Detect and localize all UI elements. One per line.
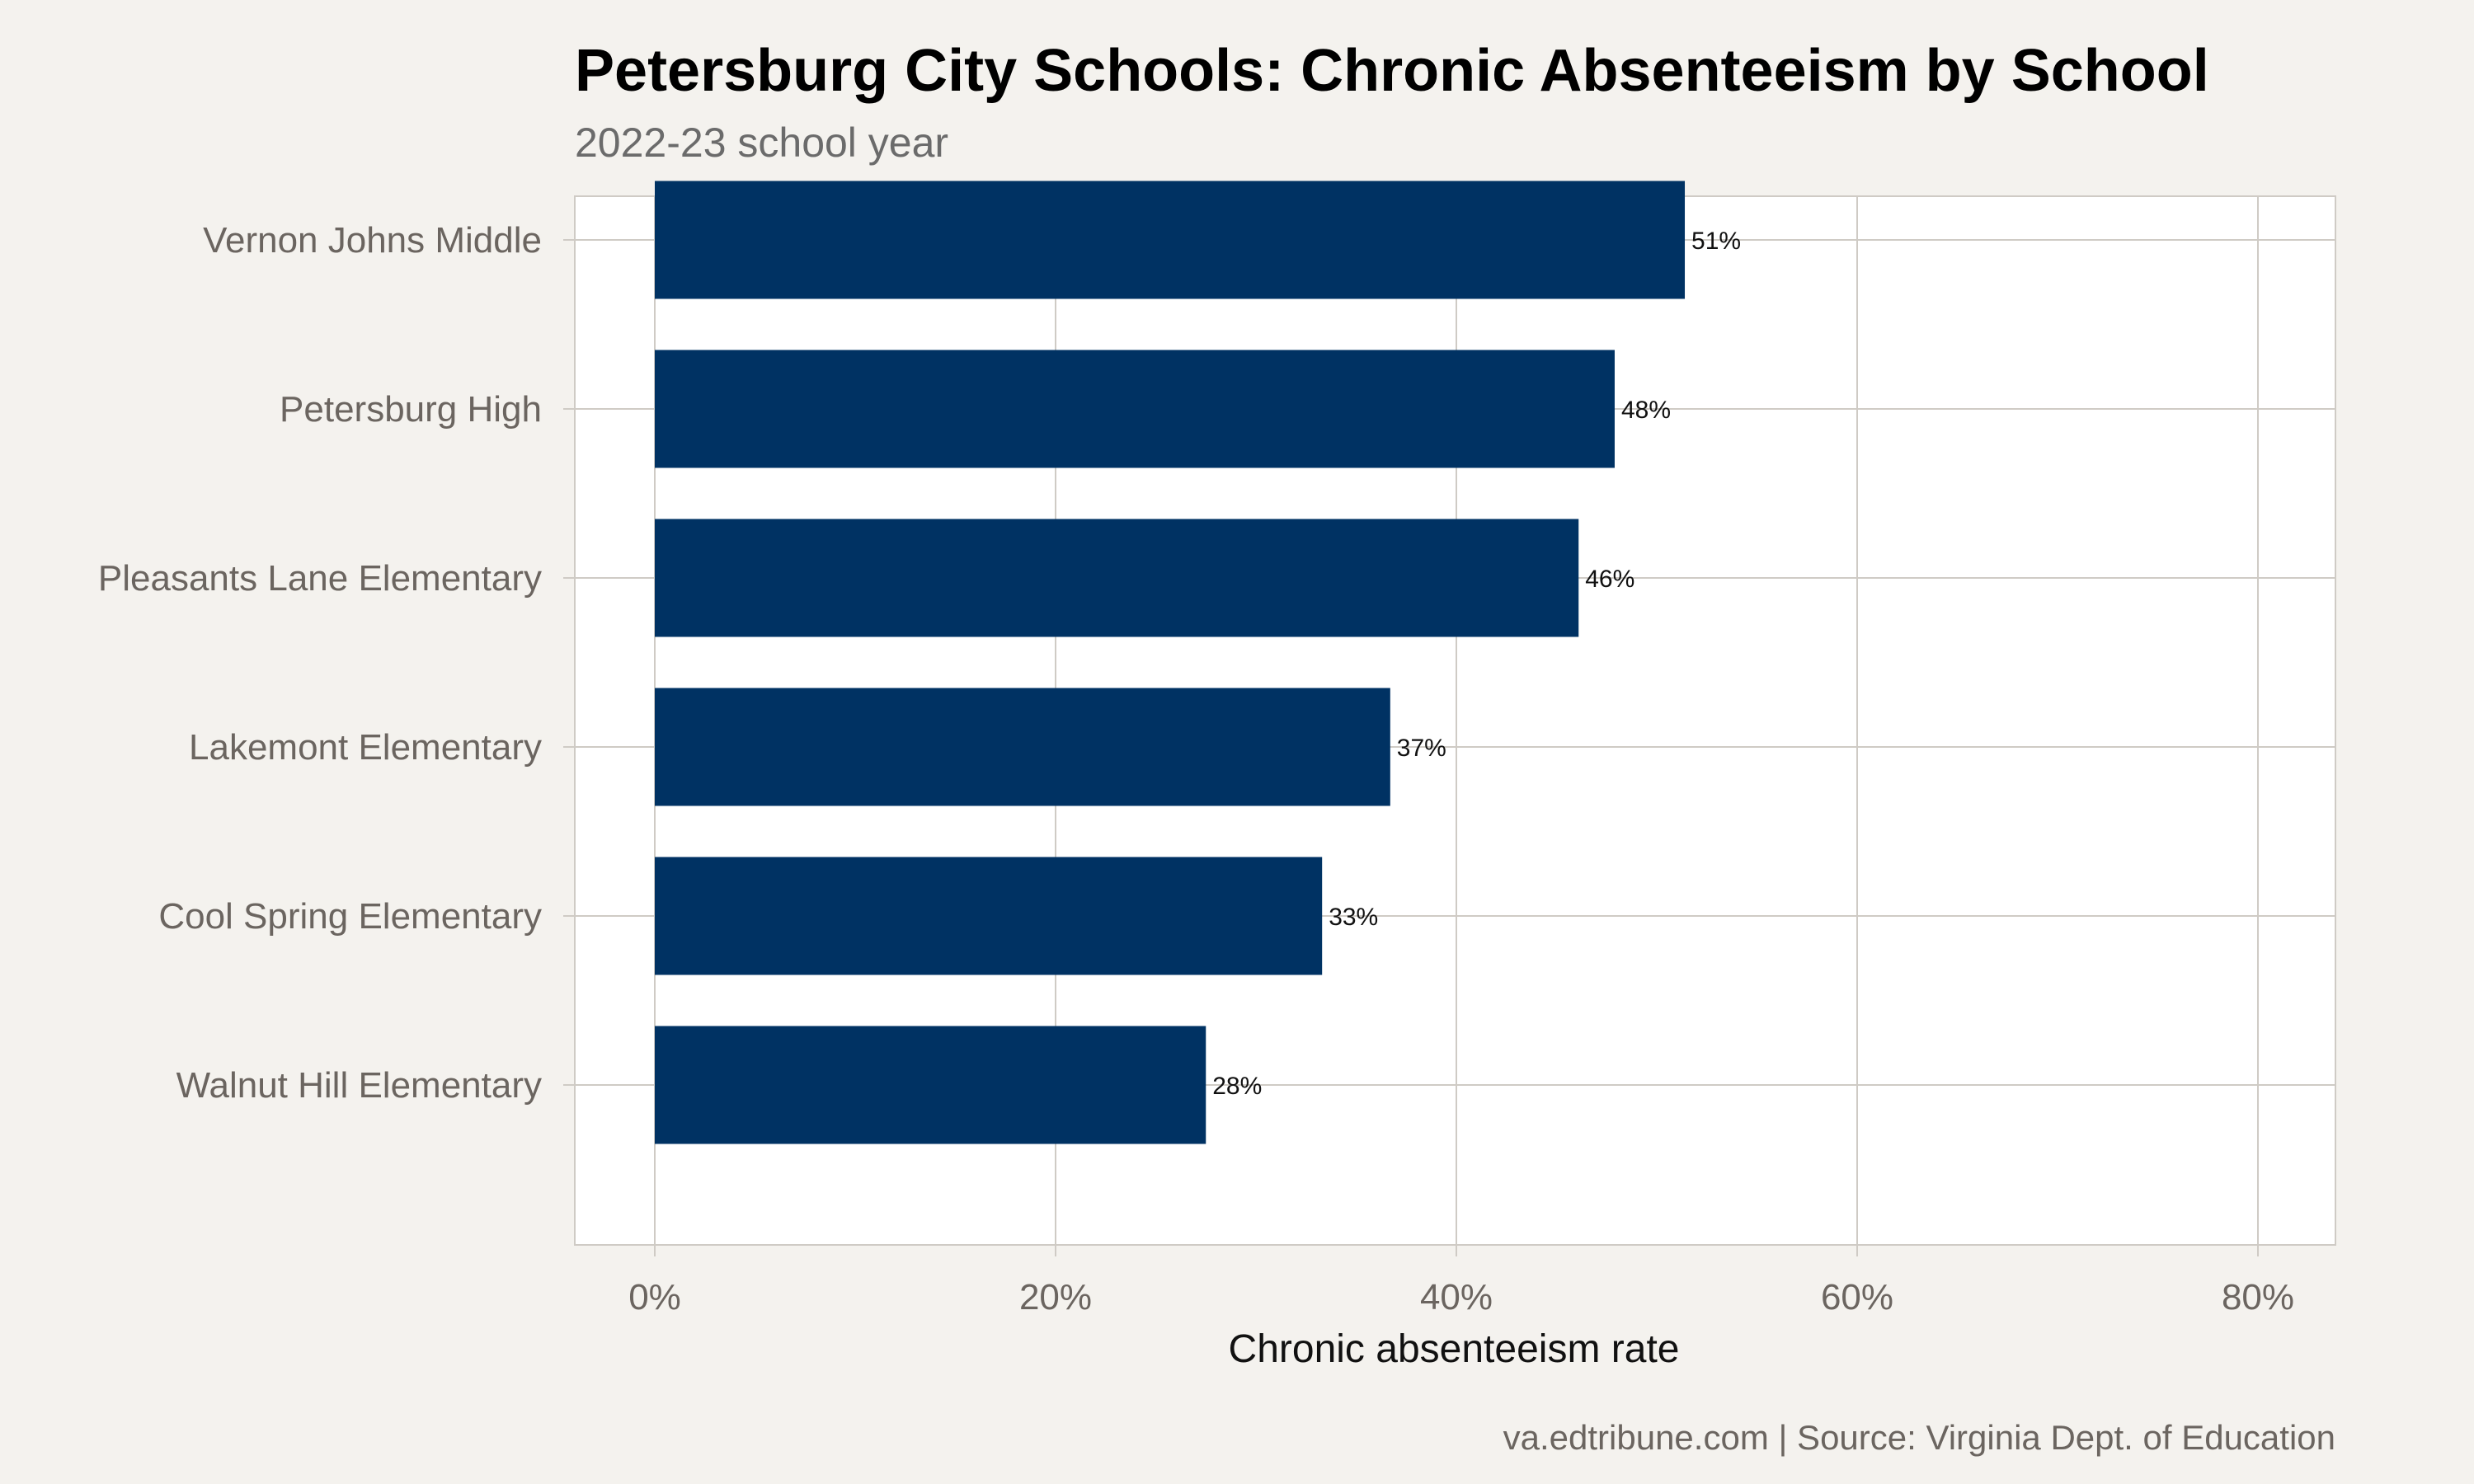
chart-caption: va.edtribune.com | Source: Virginia Dept… [1503, 1418, 2335, 1457]
data-label: 33% [1329, 904, 1378, 931]
x-tick-label: 20% [1019, 1277, 1092, 1317]
chart-title: Petersburg City Schools: Chronic Absente… [575, 38, 2209, 104]
bars [655, 181, 1686, 1144]
bar [655, 181, 1686, 299]
x-tick-label: 60% [1821, 1277, 1893, 1317]
bar [655, 688, 1390, 806]
x-tick-label: 40% [1420, 1277, 1493, 1317]
category-label: Lakemont Elementary [189, 727, 542, 768]
data-label: 51% [1691, 228, 1741, 255]
category-label: Vernon Johns Middle [203, 220, 542, 261]
bar [655, 519, 1579, 637]
data-label: 28% [1212, 1073, 1262, 1100]
chart-subtitle: 2022-23 school year [575, 120, 948, 166]
data-labels: 51% 48% 46% 37% 33% 28% [1212, 228, 1741, 1100]
x-tick-label: 80% [2222, 1277, 2294, 1317]
x-axis-title: Chronic absenteeism rate [1229, 1327, 1680, 1371]
x-tick-label: 0% [628, 1277, 681, 1317]
x-axis-ticks: 0% 20% 40% 60% 80% [563, 239, 2294, 1317]
category-labels: Vernon Johns Middle Petersburg High Pleasa… [98, 220, 542, 1106]
category-label: Pleasants Lane Elementary [98, 558, 542, 599]
bar [655, 857, 1323, 975]
data-label: 48% [1621, 397, 1671, 424]
data-label: 37% [1397, 735, 1446, 762]
category-label: Cool Spring Elementary [158, 896, 542, 937]
data-label: 46% [1585, 566, 1634, 593]
category-label: Petersburg High [280, 389, 542, 430]
bar [655, 1026, 1206, 1144]
bar [655, 350, 1615, 468]
category-label: Walnut Hill Elementary [176, 1065, 542, 1106]
